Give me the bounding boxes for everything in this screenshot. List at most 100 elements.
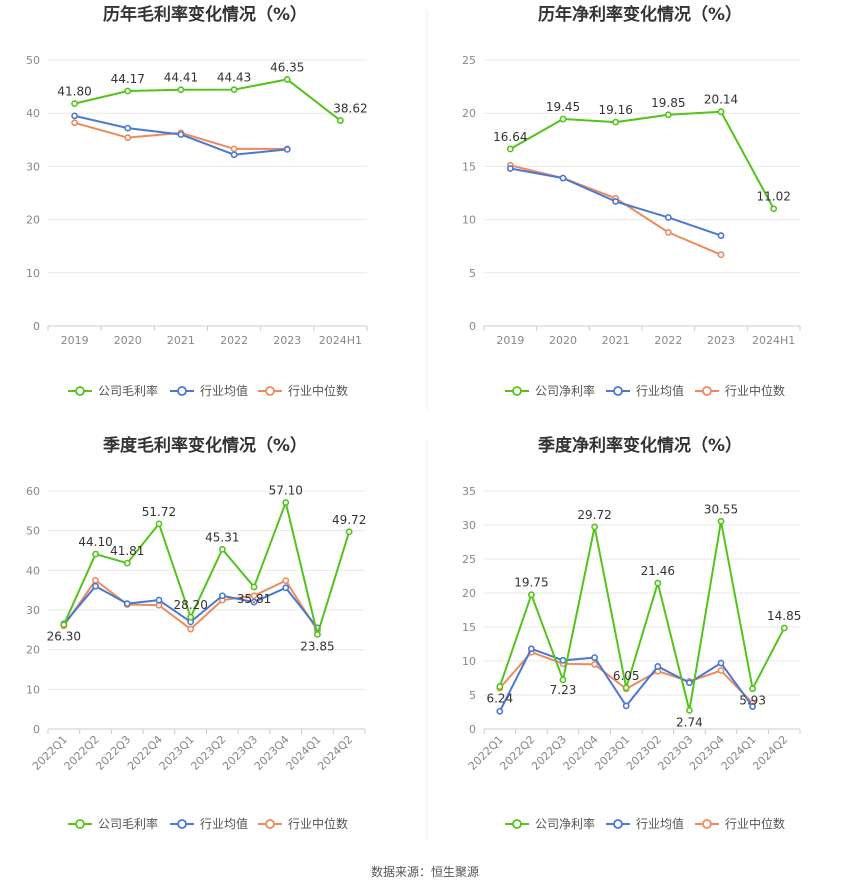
legend-marker-2 <box>702 386 712 396</box>
series-point-2 <box>717 251 725 259</box>
data-label: 41.81 <box>110 544 144 558</box>
y-tick-label: 15 <box>462 160 476 173</box>
data-label: 21.46 <box>641 564 675 578</box>
series-point-1 <box>123 600 131 608</box>
series-point-1 <box>283 145 291 153</box>
series-point-1 <box>622 702 630 710</box>
series-point-0 <box>717 517 725 525</box>
data-label: 7.23 <box>550 683 577 697</box>
series-point-0 <box>123 559 131 567</box>
series-line-0 <box>498 520 786 712</box>
data-label: 23.85 <box>300 639 334 653</box>
legend-marker-2 <box>265 819 275 829</box>
y-tick-label: 0 <box>33 723 40 736</box>
y-tick-label: 25 <box>462 54 476 67</box>
y-tick-label: 0 <box>33 320 40 333</box>
legend-label: 行业中位数 <box>725 816 785 831</box>
x-tick-label: 2020 <box>114 334 142 347</box>
series-point-2 <box>187 625 195 633</box>
series-point-2 <box>591 661 598 668</box>
series-point-1 <box>71 112 78 120</box>
series-point-0 <box>559 115 567 123</box>
data-label: 45.31 <box>205 530 239 544</box>
y-tick-label: 60 <box>26 485 40 498</box>
series-point-1 <box>559 656 567 664</box>
annual-gross-margin-chart: 历年毛利率变化情况（%） 0 10 20 30 40 50 2019 2020 2021 2022 2… <box>26 4 368 398</box>
legend-label: 公司净利率 <box>535 383 595 398</box>
series-point-0 <box>283 76 291 83</box>
x-tick-label: 2021 <box>602 334 630 347</box>
series-line-2 <box>510 164 722 256</box>
legend-label: 行业均值 <box>636 383 684 398</box>
chart-title: 季度净利率变化情况（%） <box>538 435 742 456</box>
series-point-0 <box>218 545 226 553</box>
series-point-1 <box>559 174 567 182</box>
chart-title: 季度毛利率变化情况（%） <box>103 435 307 456</box>
series-point-0 <box>92 550 99 558</box>
series-point-0 <box>770 205 778 213</box>
data-label: 11.02 <box>756 190 790 204</box>
series-point-2 <box>124 134 132 142</box>
series-point-0 <box>314 630 321 638</box>
data-label: 41.80 <box>57 85 91 99</box>
y-tick-label: 10 <box>26 683 40 696</box>
series-point-0 <box>124 87 132 95</box>
series-point-0 <box>528 591 535 599</box>
chart-title: 历年净利率变化情况（%） <box>538 4 742 25</box>
series-point-0 <box>345 528 353 536</box>
y-tick-label: 0 <box>469 723 476 736</box>
data-label: 35.81 <box>237 592 271 606</box>
data-source-note: 数据来源：恒生聚源 <box>371 864 479 879</box>
y-tick-label: 30 <box>26 160 40 173</box>
x-tick-label: 2024Q2 <box>750 733 790 773</box>
series-point-1 <box>717 232 725 239</box>
legend-label: 行业中位数 <box>288 383 348 398</box>
series-point-1 <box>591 654 598 661</box>
series-point-2 <box>92 576 99 584</box>
legend-label: 行业中位数 <box>725 383 785 398</box>
x-tick-label: 2023 <box>273 334 301 347</box>
series-point-2 <box>71 119 78 127</box>
x-tick-label: 2019 <box>61 334 89 347</box>
series-point-0 <box>612 118 620 126</box>
data-label: 38.62 <box>333 102 367 116</box>
series-line-0 <box>74 78 342 122</box>
data-label: 20.14 <box>704 93 738 107</box>
y-tick-label: 20 <box>462 587 476 600</box>
series-point-0 <box>177 86 185 94</box>
legend-marker-2 <box>265 386 275 396</box>
x-tick-label: 2022 <box>220 334 248 347</box>
y-tick-label: 50 <box>26 54 40 67</box>
data-label: 46.35 <box>270 60 304 74</box>
y-tick-label: 20 <box>26 214 40 227</box>
data-label: 44.17 <box>111 72 145 86</box>
data-label: 57.10 <box>269 484 303 498</box>
series-point-0 <box>559 676 567 684</box>
series-point-0 <box>664 111 672 119</box>
series-point-0 <box>780 624 788 632</box>
annual-net-margin-chart: 历年净利率变化情况（%） 0 5 10 15 20 25 2019 2020 2021 2022 20… <box>462 4 801 398</box>
series-point-0 <box>60 621 68 629</box>
data-label: 5.93 <box>739 694 766 708</box>
data-label: 26.30 <box>47 630 81 644</box>
series-point-1 <box>155 596 163 604</box>
legend-marker-2 <box>702 819 712 829</box>
data-label: 14.85 <box>767 609 801 623</box>
y-tick-label: 35 <box>462 485 476 498</box>
data-label: 30.55 <box>704 502 738 516</box>
x-tick-label: 2024H1 <box>752 334 795 347</box>
series-point-1 <box>230 151 238 159</box>
series-point-1 <box>749 703 756 710</box>
legend-label: 公司毛利率 <box>98 816 158 831</box>
data-label: 51.72 <box>142 505 176 519</box>
series-point-1 <box>177 131 185 138</box>
legend-marker-0 <box>512 386 522 396</box>
y-tick-label: 10 <box>462 214 476 227</box>
data-label: 44.41 <box>164 71 198 85</box>
y-tick-label: 20 <box>462 107 476 120</box>
data-label: 44.43 <box>217 71 251 85</box>
legend-label: 行业均值 <box>200 816 248 831</box>
series-point-0 <box>686 706 693 714</box>
x-tick-label: 2022 <box>654 334 682 347</box>
